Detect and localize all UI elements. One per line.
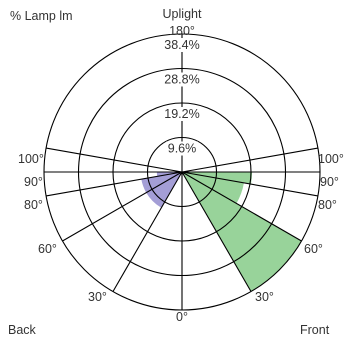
spoke-100-front	[181, 147, 318, 173]
angle-label-right-80: 80°	[318, 198, 337, 212]
grid-layer	[43, 33, 321, 311]
angle-label-left-30: 30°	[88, 290, 107, 304]
spoke-60-back	[62, 171, 183, 242]
ring-label-bg	[166, 141, 198, 156]
ring-label-1: 9.6%	[168, 142, 197, 156]
spoke-80-front	[181, 171, 318, 197]
angle-label-right-90: 90°	[320, 175, 339, 189]
ring-label-2: 19.2%	[164, 107, 199, 121]
wedge-back-30-60	[146, 172, 182, 208]
uplight-label: Uplight	[163, 7, 202, 21]
spoke-60-front	[181, 171, 302, 242]
wedge-layer	[141, 172, 302, 292]
ring-label-bg	[162, 72, 202, 87]
ring-label-3: 28.8%	[164, 73, 199, 87]
angle-label-right-60: 60°	[304, 242, 323, 256]
spoke-30-front	[181, 171, 252, 292]
spoke-80-back	[46, 171, 183, 197]
spoke-100-back	[46, 147, 183, 173]
ring-label-4: 38.4%	[164, 38, 199, 52]
angle-label-left-60: 60°	[38, 242, 57, 256]
angle-label-right-30: 30°	[255, 290, 274, 304]
angle-label-left-100: 100°	[18, 152, 44, 166]
angle-label-left-90: 90°	[24, 175, 43, 189]
ring-label-bg	[162, 38, 202, 52]
front-label: Front	[300, 323, 330, 337]
angle-label-right-100: 100°	[318, 152, 344, 166]
ring-label-layer: 9.6% 19.2% 28.8% 38.4%	[162, 38, 202, 156]
angle-label-left-80: 80°	[24, 198, 43, 212]
back-label: Back	[8, 323, 37, 337]
left-header: % Lamp lm	[10, 9, 73, 23]
wedge-front-30-60	[182, 172, 302, 292]
ring-label-bg	[162, 107, 202, 121]
spoke-30-back	[112, 171, 183, 292]
angle-label-0: 0°	[176, 310, 188, 324]
angle-label-180: 180°	[169, 24, 195, 38]
